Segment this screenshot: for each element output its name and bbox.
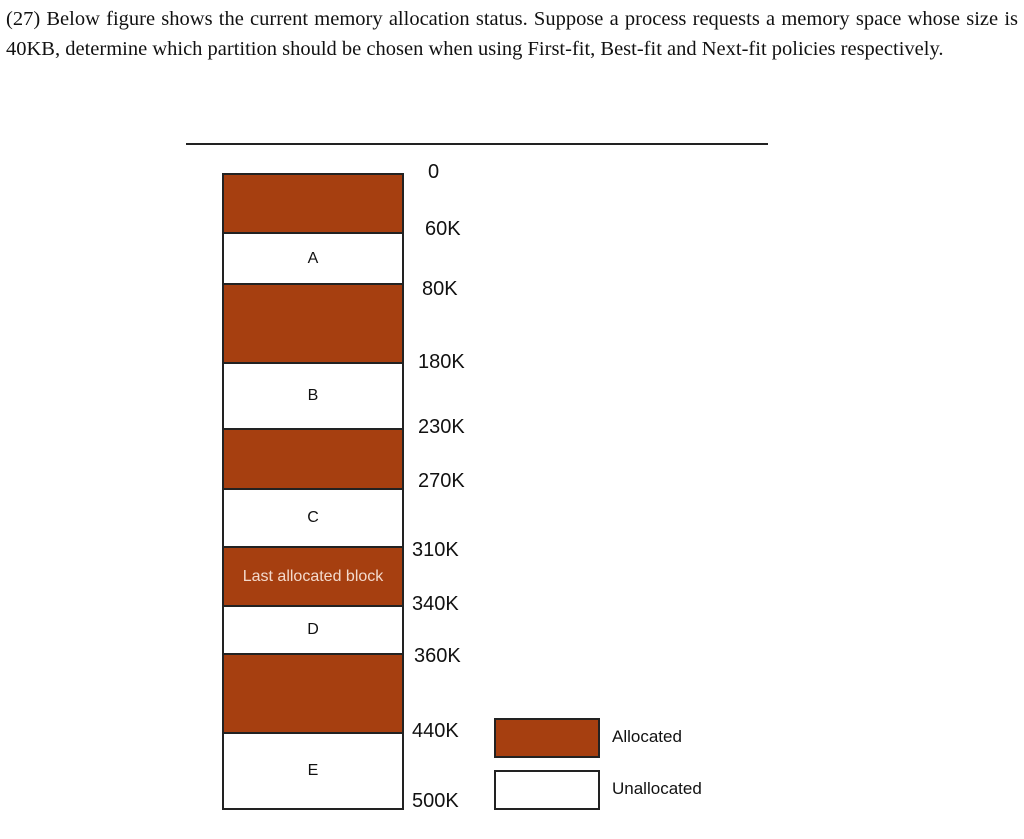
legend-unallocated-label: Unallocated xyxy=(612,779,702,798)
address-label: 0 xyxy=(428,161,440,183)
legend-unallocated-swatch xyxy=(494,770,600,810)
address-label: 180K xyxy=(418,351,465,373)
partition-label: A xyxy=(307,249,319,267)
partition-label: Last allocated block xyxy=(242,567,384,585)
allocated-block xyxy=(222,173,404,234)
partition-last-allocated-block: Last allocated block xyxy=(222,546,404,607)
address-label: 340K xyxy=(412,593,459,615)
partition-e: E xyxy=(222,732,404,810)
address-label: 310K xyxy=(412,539,459,561)
allocated-block xyxy=(222,653,404,734)
address-label: 60K xyxy=(425,218,461,240)
partition-label: C xyxy=(307,509,319,526)
address-label: 360K xyxy=(414,645,461,667)
partition-b: B xyxy=(222,362,404,430)
address-label: 500K xyxy=(412,790,459,812)
legend-allocated-label: Allocated xyxy=(612,727,682,746)
address-label: 80K xyxy=(422,278,458,300)
address-label: 270K xyxy=(418,470,465,492)
allocated-block xyxy=(222,428,404,490)
question-text: (27) Below figure shows the current memo… xyxy=(6,8,1018,60)
divider xyxy=(186,143,768,145)
partition-label: B xyxy=(307,387,319,404)
partition-a: A xyxy=(222,232,404,285)
address-label: 230K xyxy=(418,416,465,438)
address-label: 440K xyxy=(412,720,459,742)
partition-d: D xyxy=(222,605,404,655)
partition-label: E xyxy=(307,762,319,779)
partition-c: C xyxy=(222,488,404,548)
allocated-block xyxy=(222,283,404,364)
partition-label: D xyxy=(307,621,319,638)
legend-allocated-swatch xyxy=(494,718,600,758)
